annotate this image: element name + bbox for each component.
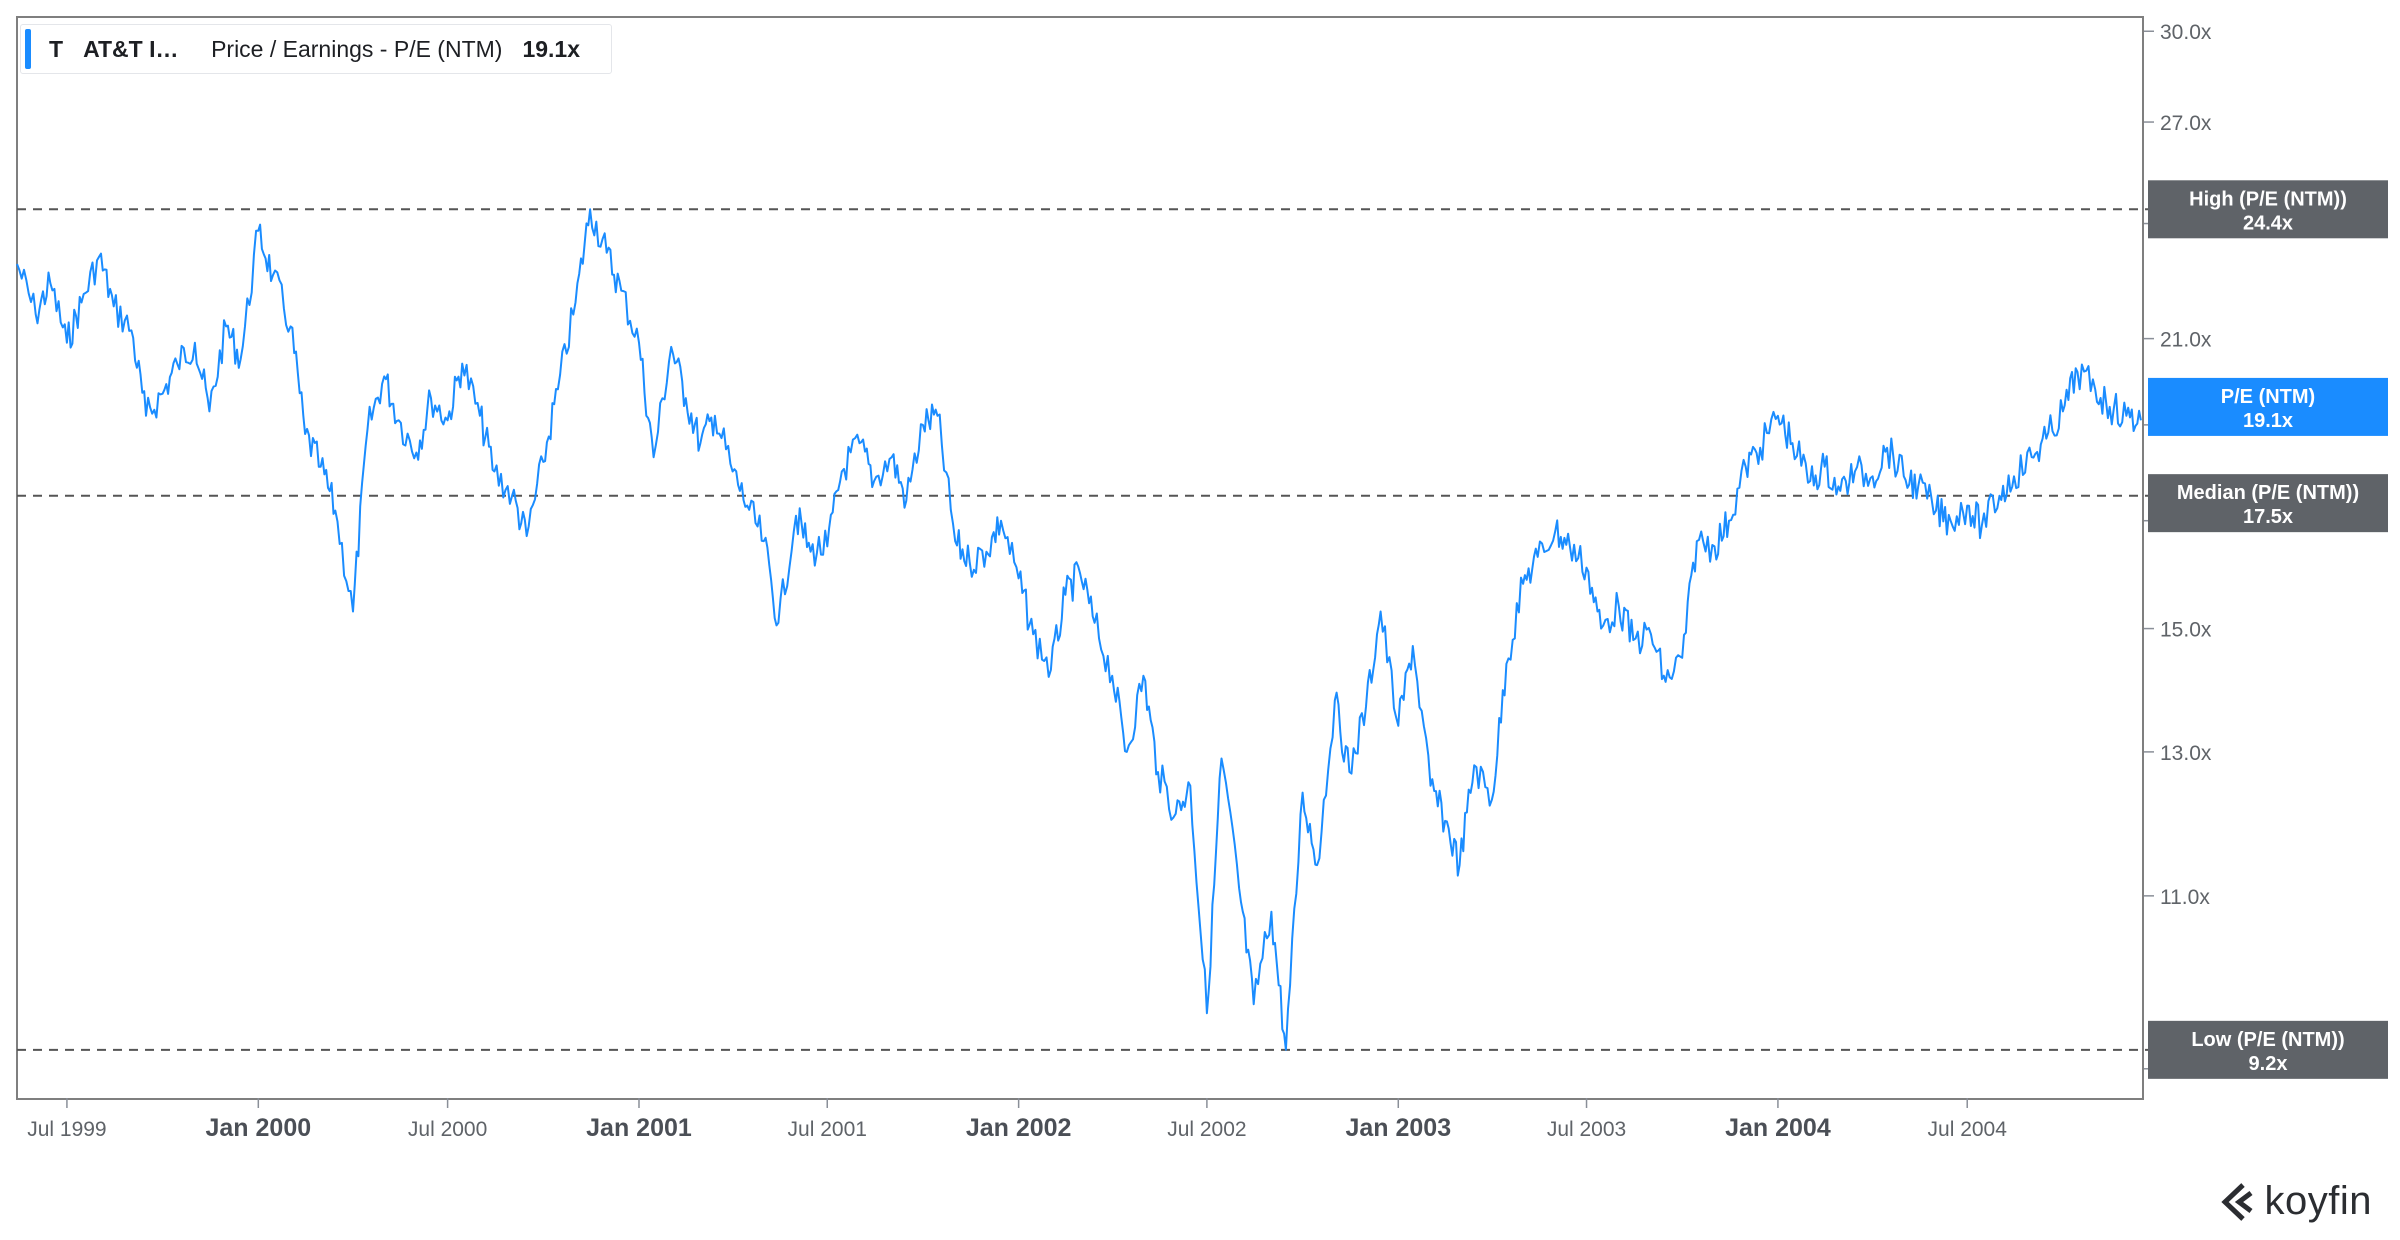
series-color-swatch <box>25 29 31 69</box>
low-label: Low (P/E (NTM))9.2x <box>2148 1020 2388 1079</box>
x-tick-label: Jan 2002 <box>966 1114 1072 1142</box>
x-tick-label: Jan 2001 <box>586 1114 692 1142</box>
brand-name: koyfin <box>2264 1179 2372 1223</box>
plot-area <box>16 16 2144 1100</box>
median-label-box <box>2148 474 2388 533</box>
x-tick-label: Jul 2000 <box>408 1118 487 1141</box>
y-tick-label: 17.0x <box>2160 511 2212 534</box>
x-tick-label: Jul 2001 <box>788 1118 867 1141</box>
low-label-box <box>2148 1020 2388 1079</box>
high-label-name: High (P/E (NTM)) <box>2189 188 2347 210</box>
x-tick-label: Jul 1999 <box>27 1118 106 1141</box>
y-tick-label: 15.0x <box>2160 619 2212 642</box>
median-label: Median (P/E (NTM))17.5x <box>2148 474 2388 533</box>
x-tick-label: Jan 2004 <box>1725 1114 1831 1142</box>
chart-legend-header[interactable]: T AT&T I… Price / Earnings - P/E (NTM) 1… <box>20 24 612 74</box>
x-tick-label: Jan 2000 <box>205 1114 311 1142</box>
x-tick-label: Jul 2002 <box>1167 1118 1246 1141</box>
y-tick-label: 21.0x <box>2160 329 2212 352</box>
x-tick-label: Jul 2003 <box>1547 1118 1626 1141</box>
current-value-label-box <box>2148 377 2388 436</box>
high-label: High (P/E (NTM))24.4x <box>2148 180 2388 239</box>
koyfin-brand[interactable]: koyfin <box>2217 1179 2373 1224</box>
high-label-value: 24.4x <box>2243 212 2293 234</box>
median-label-value: 17.5x <box>2243 506 2293 528</box>
y-tick-label: 24.0x <box>2160 214 2212 237</box>
current-value-label-value: 19.1x <box>2243 410 2293 432</box>
current-value-label-name: P/E (NTM) <box>2221 386 2315 408</box>
koyfin-logo-icon <box>2220 1182 2252 1221</box>
x-tick-label: Jul 2004 <box>1928 1118 2008 1141</box>
x-tick-label: Jan 2003 <box>1345 1114 1451 1142</box>
y-tick-label: 11.0x <box>2160 886 2210 909</box>
high-label-box <box>2148 180 2388 239</box>
y-tick-label: 9.0x <box>2160 1059 2200 1082</box>
low-label-name: Low (P/E (NTM)) <box>2191 1029 2344 1051</box>
y-tick-label: 27.0x <box>2160 112 2212 135</box>
y-tick-label: 19.0x <box>2160 415 2212 438</box>
low-label-value: 9.2x <box>2249 1053 2288 1075</box>
company-name: AT&T I… <box>83 35 179 62</box>
median-label-name: Median (P/E (NTM)) <box>2177 482 2359 504</box>
metric-name: Price / Earnings - P/E (NTM) <box>211 35 503 62</box>
y-tick-label: 30.0x <box>2160 21 2212 44</box>
y-tick-label: 13.0x <box>2160 742 2212 765</box>
current-value-label: P/E (NTM)19.1x <box>2148 377 2388 436</box>
metric-value: 19.1x <box>522 35 581 62</box>
ticker-symbol: T <box>49 35 64 62</box>
